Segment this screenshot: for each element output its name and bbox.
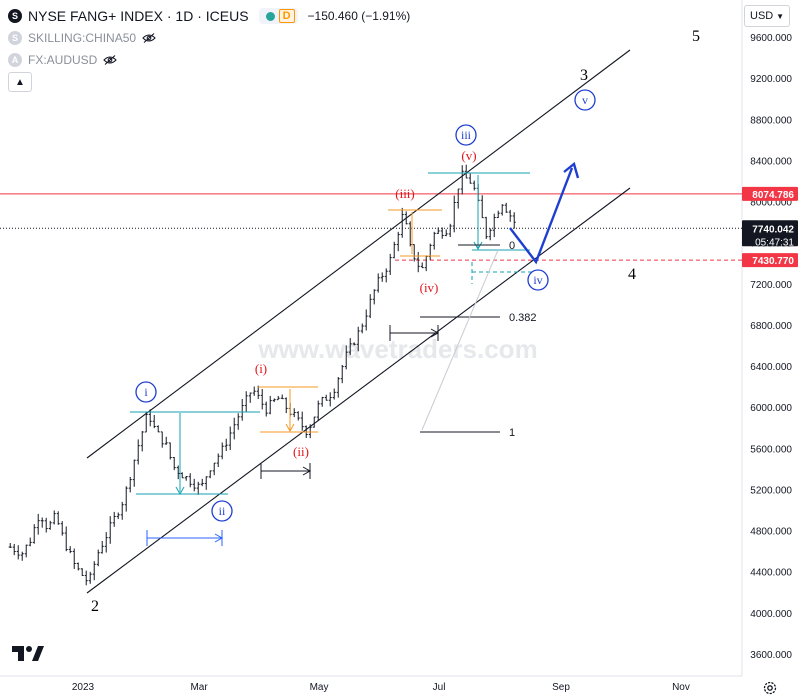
compare-symbol-icon: S xyxy=(8,31,22,45)
market-status-control[interactable]: D xyxy=(258,8,298,24)
y-tick-label: 6400.000 xyxy=(750,362,792,373)
wave-label-red-iii: (iii) xyxy=(395,186,415,201)
candles-layer xyxy=(8,164,516,586)
price-levels-layer xyxy=(0,193,742,261)
symbol-logo-icon: S xyxy=(8,9,22,23)
projection-arrow-path xyxy=(509,167,574,265)
price-level-tag xyxy=(742,220,798,247)
fib-trend-line xyxy=(421,249,499,431)
wave-label-5: 5 xyxy=(692,28,700,45)
wave-circle xyxy=(527,269,549,291)
currency-select[interactable]: USD ▼ xyxy=(744,5,790,27)
main-symbol-row[interactable]: S NYSE FANG+ INDEX · 1D · ICEUS D −150.4… xyxy=(8,6,410,26)
wave-circle xyxy=(455,124,477,146)
wave-label-ii: ii xyxy=(219,504,226,518)
arrow-head xyxy=(473,241,483,251)
y-tick-label: 8400.000 xyxy=(750,156,792,167)
wave-label-4: 4 xyxy=(628,266,636,283)
y-tick-label: 6000.000 xyxy=(750,403,792,414)
wave-label-red-v: (v) xyxy=(461,148,476,163)
y-tick-label: 5600.000 xyxy=(750,444,792,455)
tradingview-logo-icon[interactable] xyxy=(12,642,44,662)
chevron-down-icon: ▼ xyxy=(776,11,784,21)
y-tick-label: 8000.000 xyxy=(750,198,792,209)
price-level-value: 7430.770 xyxy=(752,256,794,267)
arrow-head xyxy=(302,466,312,476)
y-tick-label: 6800.000 xyxy=(750,321,792,332)
fib-level-label: 1 xyxy=(509,427,515,439)
wave-circle xyxy=(574,89,596,111)
price-level-tag xyxy=(742,253,798,268)
wave-circle xyxy=(135,381,157,403)
x-tick-label: Mar xyxy=(190,682,208,693)
compare-symbol-icon: A xyxy=(8,53,22,67)
bar-countdown: 05:47:31 xyxy=(755,237,794,248)
x-tick-label: Nov xyxy=(672,682,690,693)
wave-circle xyxy=(211,500,233,522)
wave-label-i: i xyxy=(144,385,148,399)
y-tick-label: 4000.000 xyxy=(750,609,792,620)
wave-label-red-iv: (iv) xyxy=(420,280,439,295)
fib-level-label: 0 xyxy=(509,240,515,252)
y-tick-label: 8800.000 xyxy=(750,115,792,126)
compare-symbol-label[interactable]: SKILLING:CHINA50 xyxy=(28,31,137,45)
x-tick-label: May xyxy=(310,682,329,693)
price-level-value: 7740.042 xyxy=(752,224,794,235)
price-change: −150.460 (−1.91%) xyxy=(307,9,411,23)
symbol-title[interactable]: NYSE FANG+ INDEX · 1D · ICEUS xyxy=(28,8,249,24)
price-level-value: 8074.786 xyxy=(752,190,794,201)
gear-icon[interactable] xyxy=(762,680,778,696)
wave-label-3: 3 xyxy=(580,67,588,84)
hidden-eye-icon[interactable] xyxy=(103,55,118,65)
channel-upper-line xyxy=(86,49,631,459)
compare-row-1[interactable]: S SKILLING:CHINA50 xyxy=(8,28,410,48)
arrow-head xyxy=(563,161,580,179)
x-tick-label: 2023 xyxy=(72,682,95,693)
session-badge: D xyxy=(278,9,295,23)
axis-labels-layer: 3600.000 4000.000 4400.000 4800.000 5200.000… xyxy=(72,33,798,693)
y-tick-label: 4400.000 xyxy=(750,568,792,579)
compare-row-2[interactable]: A FX:AUDUSD xyxy=(8,50,410,70)
arrow-head xyxy=(285,423,295,433)
y-tick-label: 5200.000 xyxy=(750,485,792,496)
currency-label: USD xyxy=(750,10,774,22)
arrow-head xyxy=(175,486,185,496)
wave-label-iii: iii xyxy=(461,128,472,142)
wave-label-2: 2 xyxy=(91,598,99,615)
wave-label-red-i: (i) xyxy=(255,361,267,376)
y-tick-label: 9200.000 xyxy=(750,74,792,85)
chart-legend: S NYSE FANG+ INDEX · 1D · ICEUS D −150.4… xyxy=(8,6,410,94)
arrow-head xyxy=(214,533,224,543)
y-tick-label: 9600.000 xyxy=(750,33,792,44)
collapse-row: ▲ xyxy=(8,72,410,92)
wave-label-red-ii: (ii) xyxy=(293,444,309,459)
market-open-icon xyxy=(265,11,275,21)
annotations-layer: 0 0.382 1 xyxy=(130,161,580,546)
wave-label-iv: iv xyxy=(533,273,542,287)
price-level-tag xyxy=(742,186,798,201)
y-tick-label: 7200.000 xyxy=(750,280,792,291)
fib-level-label: 0.382 xyxy=(509,312,537,324)
chevron-up-icon[interactable]: ▲ xyxy=(8,72,32,92)
y-tick-label: 4800.000 xyxy=(750,527,792,538)
hidden-eye-icon[interactable] xyxy=(142,33,156,43)
watermark: www.wavetraders.com xyxy=(257,334,537,364)
arrow-head xyxy=(430,328,440,338)
axes-layer xyxy=(0,0,743,677)
compare-symbol-label[interactable]: FX:AUDUSD xyxy=(28,53,98,67)
x-tick-label: Sep xyxy=(552,682,570,693)
wave-label-v: v xyxy=(582,93,588,107)
x-tick-label: Jul xyxy=(433,682,446,693)
y-tick-label: 3600.000 xyxy=(750,650,792,661)
